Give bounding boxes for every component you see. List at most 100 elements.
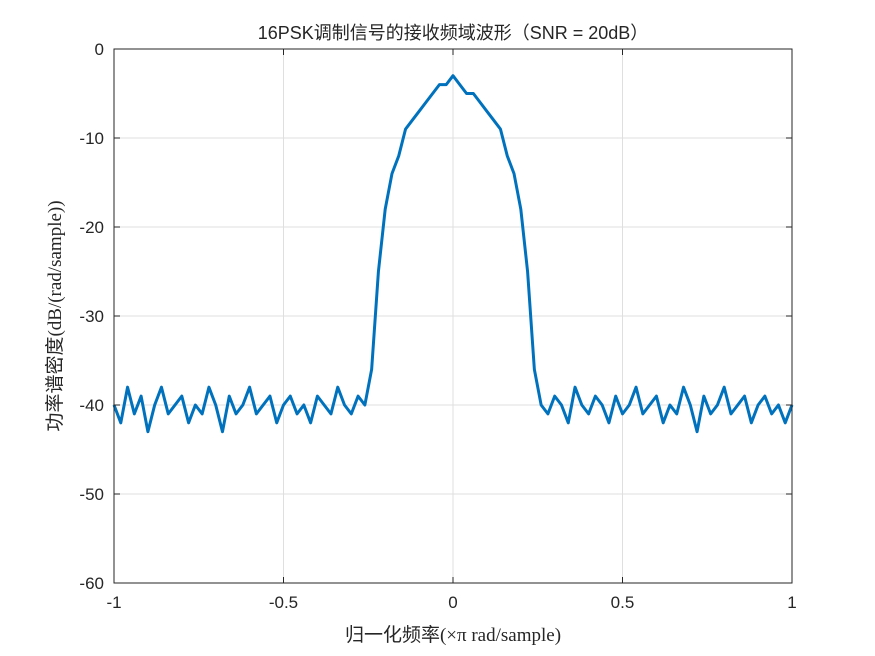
- psd-data-point: [160, 386, 163, 389]
- psd-data-point: [445, 83, 448, 86]
- psd-data-point: [235, 413, 237, 415]
- psd-data-point: [309, 422, 312, 424]
- psd-data-point: [574, 386, 576, 389]
- psd-data-point: [601, 404, 603, 406]
- psd-data-point: [201, 413, 203, 415]
- psd-data-point: [126, 386, 129, 389]
- psd-data-point: [567, 422, 570, 424]
- psd-data-point: [404, 128, 407, 130]
- psd-data-point: [703, 395, 705, 397]
- psd-data-point: [675, 413, 678, 415]
- psd-data-point: [303, 404, 305, 406]
- psd-data-point: [635, 386, 637, 389]
- psd-data-point: [770, 413, 773, 415]
- x-tick-label: 0.5: [611, 593, 635, 612]
- psd-data-point: [682, 386, 685, 389]
- psd-data-point: [194, 404, 197, 406]
- psd-data-point: [479, 101, 481, 104]
- psd-data-point: [458, 83, 461, 86]
- psd-data-point: [614, 395, 617, 397]
- psd-data-point: [716, 404, 719, 406]
- psd-data-point: [764, 395, 766, 397]
- psd-data-point: [662, 422, 664, 424]
- psd-data-point: [364, 404, 366, 406]
- tick-marks: [113, 48, 793, 584]
- psd-data-point: [743, 395, 746, 397]
- psd-data-point: [181, 395, 183, 397]
- chart-title: 16PSK调制信号的接收频域波形（SNR = 20dB）: [258, 23, 649, 43]
- psd-data-point: [757, 404, 759, 406]
- psd-data-point: [526, 270, 529, 273]
- psd-data-point: [357, 395, 359, 397]
- psd-data-point: [187, 422, 190, 424]
- x-tick-label: 0: [448, 593, 457, 612]
- psd-data-point: [486, 110, 488, 113]
- psd-data-point: [547, 413, 549, 415]
- psd-data-point: [370, 368, 373, 371]
- psd-data-point: [289, 395, 292, 397]
- y-tick-labels: 0 -10 -20 -30 -40 -50 -60: [79, 40, 104, 593]
- psd-data-point: [465, 92, 468, 95]
- psd-data-point: [492, 119, 495, 121]
- x-tick-labels: -1 -0.5 0 0.5 1: [106, 593, 796, 612]
- psd-data-point: [520, 208, 522, 210]
- psd-data-point: [594, 395, 597, 397]
- x-axis-label: 归一化频率(×π rad/sample): [345, 624, 561, 646]
- psd-data-point: [438, 83, 441, 86]
- psd-data-point: [418, 110, 420, 113]
- psd-data-point: [709, 413, 712, 415]
- psd-data-point: [208, 386, 210, 389]
- psd-data-point: [140, 395, 142, 397]
- psd-data-point: [248, 386, 251, 389]
- psd-data-point: [214, 404, 217, 406]
- y-tick-label: 0: [95, 40, 104, 59]
- y-tick-label: -10: [79, 129, 104, 148]
- psd-data-point: [269, 395, 271, 397]
- psd-data-point: [431, 92, 434, 95]
- psd-data-point: [147, 430, 149, 433]
- y-tick-label: -50: [79, 485, 104, 504]
- psd-data-point: [499, 128, 502, 130]
- psd-data-point: [242, 404, 244, 406]
- y-tick-label: -60: [79, 574, 104, 593]
- psd-data-point: [750, 422, 753, 424]
- psd-data-point: [784, 422, 787, 424]
- psd-data-point: [336, 386, 339, 389]
- x-tick-label: -1: [106, 593, 121, 612]
- psd-data-point: [228, 395, 231, 397]
- y-tick-label: -20: [79, 218, 104, 237]
- psd-data-point: [350, 413, 353, 415]
- series-layer: [112, 74, 794, 434]
- psd-data-point: [391, 172, 393, 175]
- psd-data-point: [323, 404, 325, 406]
- psd-data-point: [343, 404, 346, 406]
- psd-data-point: [384, 208, 387, 210]
- psd-data-point: [587, 413, 590, 415]
- psd-data-point: [513, 172, 515, 175]
- psd-data-point: [723, 386, 725, 389]
- y-axis-label: 功率谱密度(dB/(rad/sample)): [44, 200, 66, 431]
- psd-data-point: [621, 413, 624, 415]
- psd-data-point: [553, 395, 556, 397]
- psd-data-point: [472, 92, 475, 95]
- psd-data-point: [330, 413, 332, 415]
- psd-data-point: [262, 404, 264, 406]
- psd-data-point: [648, 404, 651, 406]
- y-tick-label: -40: [79, 396, 104, 415]
- psd-data-point: [221, 430, 224, 433]
- psd-data-point: [669, 404, 671, 406]
- x-tick-label: 1: [787, 593, 796, 612]
- psd-data-point: [777, 404, 780, 406]
- psd-data-point: [540, 404, 542, 406]
- psd-data-point: [153, 404, 156, 406]
- psd-data-point: [628, 404, 631, 406]
- psd-data-point: [730, 413, 732, 415]
- x-tick-label: -0.5: [269, 593, 298, 612]
- psd-data-point: [506, 155, 509, 157]
- y-tick-label: -30: [79, 307, 104, 326]
- psd-data-point: [411, 119, 414, 121]
- psd-data-point: [397, 155, 400, 157]
- psd-data-point: [255, 413, 258, 415]
